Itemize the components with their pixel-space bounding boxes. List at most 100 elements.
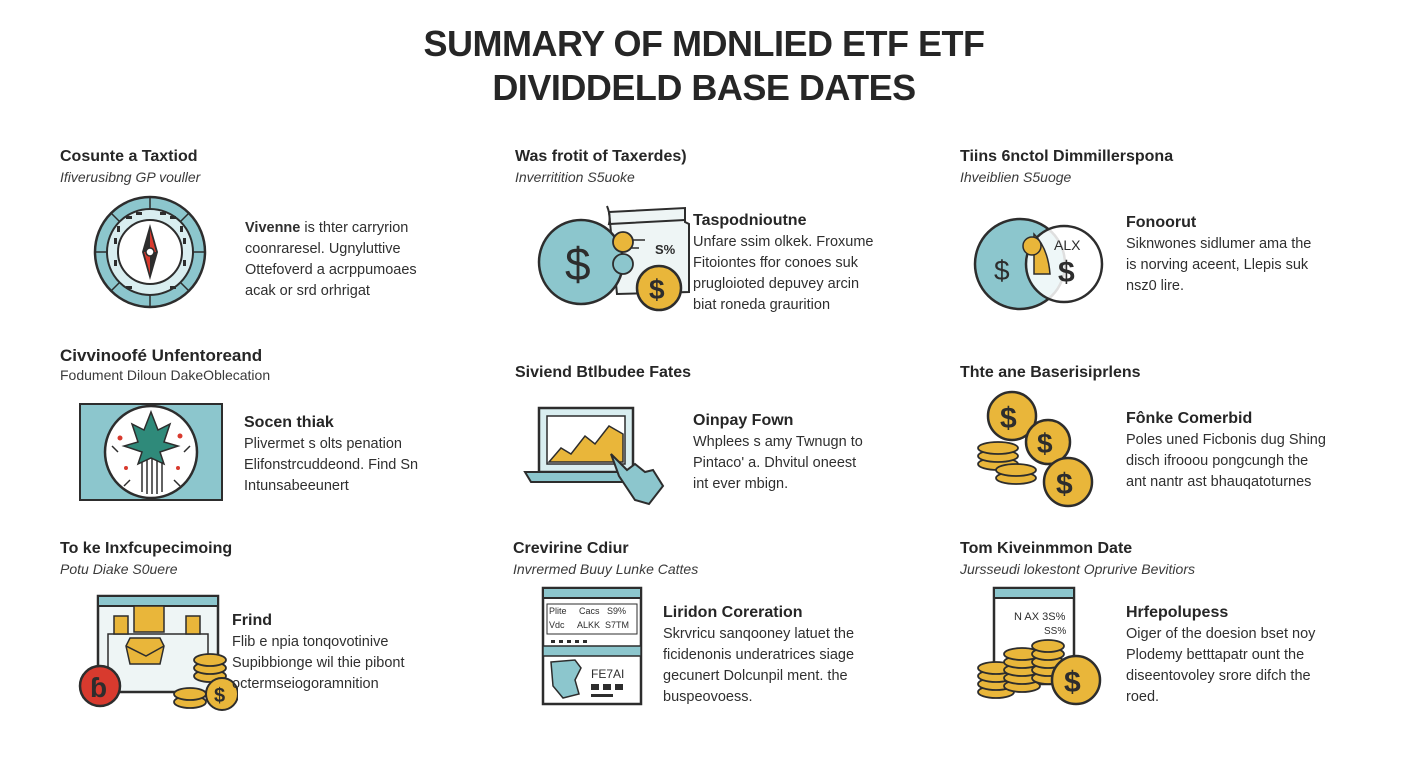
card-body-line: Plivermet s olts penation [244,436,402,452]
card-body-title: Taspodnioutne [693,212,807,229]
card-body-line: Elifonstrcuddeond. Find Sn [244,457,419,473]
laptop-chart-hand-icon [523,406,665,506]
card-heading: To ke Inxfcupecimoing [60,540,233,557]
card-body: Taspodnioutne Unfare ssim olkek. Froxume… [693,210,874,316]
card-body: Fônke Comerbid Poles uned Ficbonis dug S… [1126,408,1326,493]
card-body-line: disch ifrooou pongcungh the [1126,453,1309,469]
card-body-title: Vivenne [245,220,301,236]
card-heading: Was frotit of Taxerdes) [515,148,687,165]
card-body-line: Supibbionge wil thie pibont [232,655,405,671]
card-subheading: Jursseudi lokestont Oprurive Bevitiors [960,561,1195,577]
card-body-line: Plodemy betttapatr ount the [1126,647,1305,663]
summary-card: To ke Inxfcupecimoing Potu Diake S0uere … [60,540,500,735]
card-body: Liridon Coreration Skrvricu sanqooney la… [663,602,854,708]
browser-cell: Cacs [579,606,600,616]
card-subheading: Inverritition S5uoke [515,169,635,185]
card-body-line: Poles uned Ficbonis dug Shing [1126,432,1326,448]
card-body-line: diseentovoley srore difch the [1126,668,1311,684]
dollar-coins-document-icon: S% $ $ [537,205,690,312]
card-body-line: Intunsabeeunert [244,478,349,494]
percent-label: S% [655,242,676,257]
red-coin-glyph: ɓ [90,672,107,703]
summary-card: Tom Kiveinmmon Date Jursseudi lokestont … [960,540,1400,735]
summary-card: Siviend Btlbudee Fates Oinpay Fown Whple… [515,364,955,559]
browser-cell: ALKK [577,620,600,630]
card-subheading: Potu Diake S0uere [60,561,178,577]
card-body-line: acak or srd orhrigat [245,283,370,299]
dollar-glyph: $ [994,255,1010,286]
card-body: Socen thiak Plivermet s olts penation El… [244,412,418,497]
card-body-line: Fitoiontes ffor conoes suk [693,255,858,271]
card-body: Hrfepolupess Oiger of the doesion bset n… [1126,602,1315,708]
title-line-2: DIVIDDELD BASE DATES [492,67,916,108]
card-body-title: Frind [232,612,272,629]
dollar-glyph: $ [1056,468,1073,501]
card-body-line: ficidenonis underatrices siage [663,647,855,663]
card-body-line: Siknwones sidlumer ama the [1126,236,1312,252]
card-body-title: Hrfepolupess [1126,604,1229,621]
card-body-line: is thter carryrion [304,220,409,236]
coin-stacks-icon: $ $ $ [977,390,1094,508]
browser-cell: Plite [549,606,567,616]
card-body-line: buspeovoess. [663,689,753,705]
card-subheading: Fodument Diloun DakeOblecation [60,367,271,383]
card-body: Fonoorut Siknwones sidlumer ama the is n… [1126,212,1311,297]
dollar-glyph: $ [1000,402,1017,435]
card-body-line: gecunert Dolcunpil ment. the [663,668,848,684]
dollar-glyph: $ [1064,666,1081,699]
leaf-seal-icon [79,403,223,501]
dollar-glyph: $ [649,274,665,305]
browser-document-icon: Plite Cacs S9% Vdc ALKK S7TM FE7AI [541,586,643,706]
venn-dollar-icon: ALX $ $ [973,217,1104,311]
card-body-line: Ottefoverd a acrppumoaes [245,262,417,278]
tablet-line: SS% [1044,626,1066,637]
card-heading: Crevirine Cdiur [513,540,629,557]
browser-cell: Vdc [549,620,565,630]
browser-code: FE7AI [591,667,624,681]
card-body-title: Fonoorut [1126,214,1197,231]
dollar-glyph: $ [1037,428,1053,459]
summary-card: Thte ane Baserisiprlens $ $ $ Fônke Come… [960,364,1400,559]
browser-cell: S7TM [605,620,629,630]
card-subheading: Ifiverusibng GP vouller [60,169,201,185]
card-body: Frind Flib e npia tonqovotinive Supibbio… [232,610,405,695]
card-body-line: biat roneda graurition [693,297,831,313]
card-body: Vivenne is thter carryrion coonraresel. … [245,218,417,302]
card-body-line: coonraresel. Ugnyluttive [245,241,401,257]
dollar-glyph: $ [1058,256,1075,289]
summary-card: Civvinoofé Unfentoreand Fodument Diloun … [60,346,500,541]
card-body-line: is norving aceent, Llepis suk [1126,257,1309,273]
monitor-envelope-coins-icon: ɓ $ [78,594,238,711]
card-body-line: Oiger of the doesion bset noy [1126,626,1316,642]
card-body-line: Whplees s amy Twnugn to [693,434,863,450]
card-heading: Siviend Btlbudee Fates [515,364,692,381]
tablet-line: N AX 3S% [1014,611,1066,623]
card-body-line: int ever mbign. [693,476,789,492]
card-subheading: Ihveiblien S5uoge [960,169,1072,185]
card-heading: Civvinoofé Unfentoreand [60,346,263,365]
card-body-line: ant nantr ast bhauqatoturnes [1126,474,1312,490]
card-heading: Thte ane Baserisiprlens [960,364,1141,381]
tablet-coins-icon: N AX 3S% SS% $ [977,586,1102,706]
card-body-line: prugloioted depuvey arcin [693,276,860,292]
card-body-title: Fônke Comerbid [1126,410,1253,427]
page-title: SUMMARY OF MDNLIED ETF ETF DIVIDDELD BAS… [0,22,1408,110]
card-heading: Cosunte a Taxtiod [60,148,198,165]
card-body-line: roed. [1126,689,1160,705]
summary-card: Cosunte a Taxtiod Ifiverusibng GP voulle… [60,148,500,343]
card-body-line: nsz0 lire. [1126,278,1185,294]
dollar-glyph: $ [214,685,225,707]
dollar-glyph: $ [565,238,591,290]
compass-dial-icon [93,195,207,309]
summary-card: Was frotit of Taxerdes) Inverritition S5… [515,148,955,343]
card-heading: Tom Kiveinmmon Date [960,540,1133,557]
card-body-title: Liridon Coreration [663,604,803,621]
card-body-line: Skrvricu sanqooney latuet the [663,626,855,642]
card-body: Oinpay Fown Whplees s amy Twnugn to Pint… [693,410,863,495]
card-subheading: Invrermed Buuy Lunke Cattes [513,561,699,577]
card-body-title: Oinpay Fown [693,412,794,429]
card-body-line: Flib e npia tonqovotinive [232,634,389,650]
card-heading: Tiins 6nctol Dimmillerspona [960,148,1174,165]
summary-card: Crevirine Cdiur Invrermed Buuy Lunke Cat… [513,540,953,735]
alx-label: ALX [1054,237,1081,253]
